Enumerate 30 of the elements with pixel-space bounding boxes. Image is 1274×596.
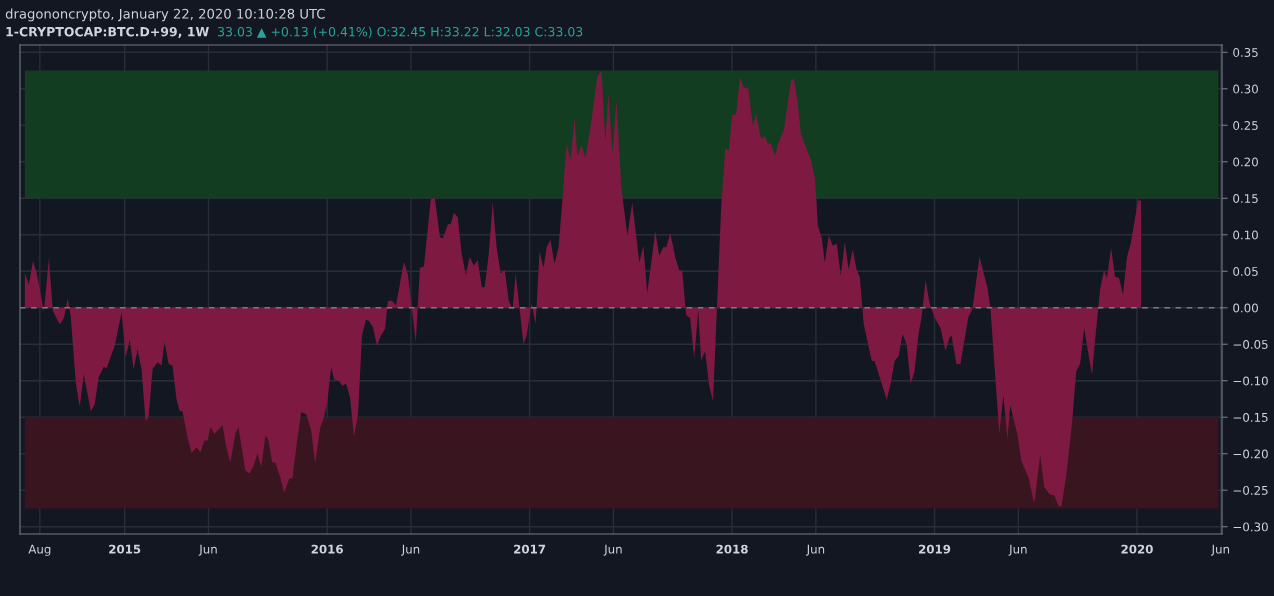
y-tick-label: 0.20 [1233,157,1258,167]
x-tick-label: 2017 [514,544,546,554]
x-tick-label: 2016 [311,544,343,554]
x-tick-label: 2018 [716,544,748,554]
x-tick-label: 2015 [109,544,141,554]
chart-subtitle: 33.03 ▲ +0.13 (+0.41%) O:32.45 H:33.22 L:32.03 C:33.03 [218,26,583,38]
y-tick-label: 0.00 [1233,303,1258,313]
y-tick-label: −0.10 [1233,376,1268,386]
y-tick-label: 0.30 [1233,84,1258,94]
y-tick-label: −0.05 [1233,339,1268,349]
y-tick-label: 0.15 [1233,194,1258,203]
x-tick-label: Jun [401,544,420,556]
text: dragononcrypto, January 22, 2020 10:10:28 UTC [5,8,325,22]
x-tick-label: Jun [806,544,825,556]
y-tick-label: 0.25 [1233,121,1258,130]
y-tick-label: −0.15 [1233,412,1268,422]
y-tick-label: 0.10 [1233,230,1258,240]
x-tick-label: Jun [198,544,217,556]
x-tick-label: 2019 [919,544,951,554]
y-tick-label: 0.05 [1233,266,1258,276]
x-tick-label: 2020 [1121,544,1153,554]
y-tick-label: 0.35 [1233,48,1258,57]
x-tick-label: Jun [1008,544,1027,556]
y-tick-label: −0.25 [1233,485,1268,495]
y-tick-label: −0.20 [1233,449,1268,459]
x-tick-label: Jun [1210,544,1230,556]
chart-title: 1-CRYPTOCAP:BTC.D+99, 1W [6,26,209,38]
y-tick-label: −0.30 [1233,522,1268,532]
x-tick-label: Jun [603,544,622,556]
x-tick-label: Aug [28,544,51,556]
